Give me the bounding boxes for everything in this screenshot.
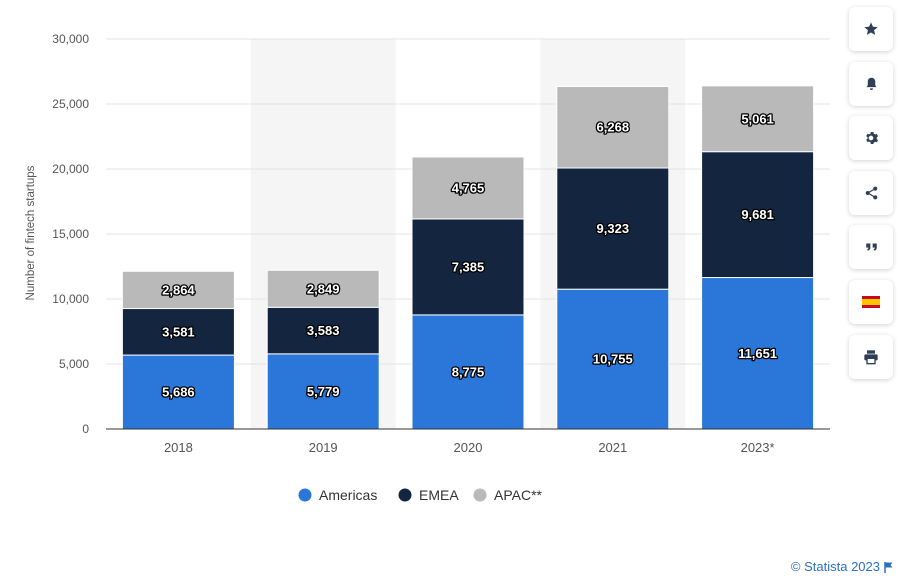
y-tick-label: 10,000 [52,292,89,306]
favorite-button[interactable] [849,7,893,51]
quote-icon [865,243,877,251]
statista-credit[interactable]: © Statista 2023 [790,559,880,574]
data-label: 5,779 [307,384,340,399]
printer-icon [864,349,878,364]
print-button[interactable] [849,334,893,379]
x-tick-label: 2019 [309,440,338,455]
y-tick-label: 30,000 [52,32,89,46]
legend-item[interactable]: APAC** [473,487,543,503]
language-button[interactable] [849,279,893,324]
x-tick-label: 2023* [741,440,775,455]
y-tick-label: 0 [82,422,89,436]
x-axis-ticks: 2018 2019 2020 2021 2023* [164,440,775,455]
legend-label: APAC** [494,487,543,503]
share-icon [865,186,877,200]
share-button[interactable] [849,170,893,215]
data-label: 8,775 [452,364,485,379]
data-label: 7,385 [452,259,485,274]
bar-segment[interactable] [411,156,525,220]
data-label: 9,681 [741,207,774,222]
bar-series: 5,686 3,581 2,864 5,779 3,583 2,849 8,775 7,385… [121,85,815,430]
data-label: 3,581 [162,324,195,339]
settings-button[interactable] [849,116,893,161]
y-tick-label: 15,000 [52,227,89,241]
x-tick-label: 2020 [454,440,483,455]
x-tick-label: 2018 [164,440,193,455]
citation-button[interactable] [849,225,893,270]
bar-segment[interactable] [556,86,670,169]
bar-segment[interactable] [556,167,670,290]
flag-icon[interactable] [884,562,894,573]
bar-segment[interactable] [266,306,380,355]
data-label: 2,864 [162,282,195,297]
y-tick-label: 25,000 [52,97,89,111]
legend: Americas EMEA APAC** [298,487,543,503]
y-axis-title: Number of fintech startups [25,165,37,300]
bell-icon [866,77,876,90]
bar-segment[interactable] [556,288,670,430]
data-label: 5,686 [162,385,195,400]
x-tick-label: 2021 [598,440,627,455]
side-toolbar [849,7,893,389]
legend-item[interactable]: EMEA [398,487,460,503]
notification-button[interactable] [849,61,893,106]
bar-segment[interactable] [411,218,525,316]
legend-marker [398,488,412,502]
legend-item[interactable]: Americas [298,487,378,503]
gear-icon [866,132,879,145]
legend-label: EMEA [419,487,459,503]
y-tick-label: 20,000 [52,162,89,176]
data-label: 2,849 [307,281,340,296]
bar-segment[interactable] [121,270,235,310]
data-label: 11,651 [738,346,777,361]
bar-segment[interactable] [701,277,815,430]
spain-flag-icon [862,295,880,308]
legend-marker [298,488,312,502]
bar-segment[interactable] [121,354,235,430]
bar-segment[interactable] [411,314,525,430]
data-label: 9,323 [597,221,630,236]
y-axis-ticks: 0 5,000 10,000 15,000 20,000 25,000 30,000 [52,32,89,436]
legend-label: Americas [319,487,377,503]
legend-marker [473,488,487,502]
data-label: 6,268 [597,120,630,135]
bar-segment[interactable] [701,85,815,153]
bar-segment[interactable] [266,269,380,308]
y-tick-label: 5,000 [59,357,89,371]
data-label: 3,583 [307,323,340,338]
data-label: 5,061 [741,111,774,126]
data-label: 4,765 [452,180,485,195]
star-icon [864,22,878,35]
bar-segment[interactable] [701,151,815,279]
data-label: 10,755 [593,352,633,367]
